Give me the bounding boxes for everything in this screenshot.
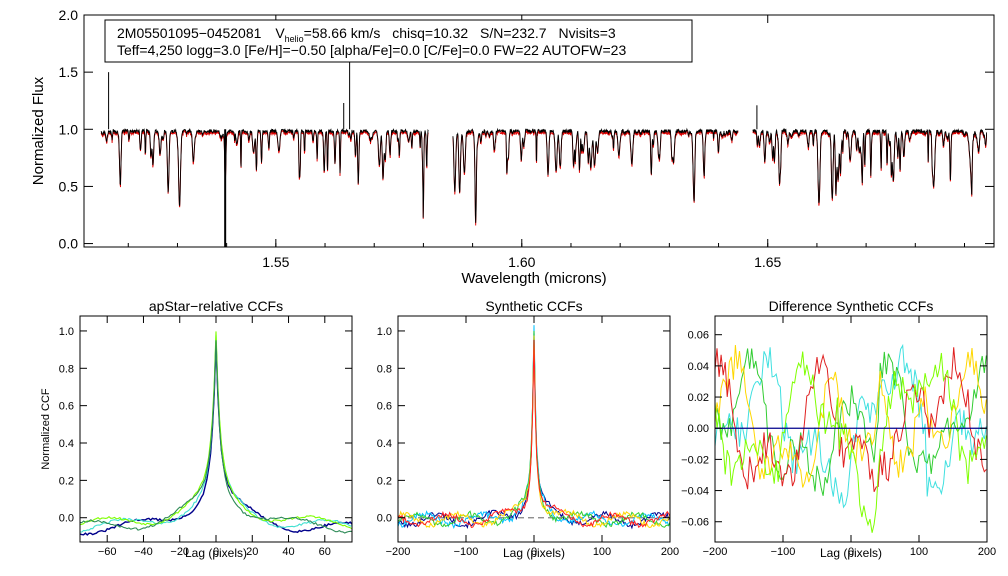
synthetic-ccf-series-5 — [397, 339, 671, 528]
spectrum-model-chip-1 — [100, 129, 429, 219]
synthetic-ccf-title: Synthetic CCFs — [485, 298, 582, 314]
spectrum-y-label: Normalized Flux — [30, 76, 47, 185]
apstar-ccf-series-3 — [79, 331, 353, 530]
y-tick-label: 0.06 — [688, 330, 709, 342]
annotation-star-id: 2M05501095−0452081 — [117, 25, 262, 41]
difference-ccf-series-1 — [714, 343, 987, 509]
spectrum-ticks: 1.55 1.60 1.65 0.0 0.5 1.0 1.5 2.0 — [59, 7, 994, 270]
annotation-line-2: Teff=4,250 logg=3.0 [Fe/H]=−0.50 [alpha/… — [117, 42, 626, 58]
x-tick-label: 200 — [978, 546, 996, 558]
difference-ccf-lines — [714, 343, 987, 533]
spectrum-y-tick-label: 1.0 — [59, 121, 79, 137]
apstar-ccf-series-1 — [79, 342, 353, 536]
apstar-ccf-panel: apStar−relative CCFs −60 −40 −20 0 20 40 60 0.0… — [40, 298, 353, 560]
annotation-sn: S/N=232.7 — [480, 25, 547, 41]
difference-ccf-x-label: Lag (pixels) — [820, 546, 882, 560]
x-tick-label: 100 — [910, 546, 928, 558]
apstar-ccf-x-label: Lag (pixels) — [185, 546, 247, 560]
y-tick-label: 0.0 — [377, 513, 392, 525]
y-tick-label: 0.4 — [377, 438, 392, 450]
x-tick-label: 40 — [282, 546, 294, 558]
y-tick-label: 0.2 — [59, 475, 74, 487]
spectrum-observed-lines — [100, 57, 988, 247]
spectrum-y-tick-label: 1.5 — [59, 64, 79, 80]
annotation-chisq: chisq=10.32 — [392, 25, 468, 41]
y-tick-label: 1.0 — [377, 326, 392, 338]
difference-ccf-title: Difference Synthetic CCFs — [769, 298, 934, 314]
y-tick-label: 0.8 — [59, 363, 74, 375]
annotation-vhelio-sub: helio — [285, 34, 304, 44]
difference-ccf-frame — [714, 315, 988, 543]
x-tick-label: 20 — [246, 546, 258, 558]
spectrum-observed-chip-1 — [100, 127, 429, 218]
spectrum-model-lines — [100, 128, 988, 226]
x-tick-label: 0 — [213, 546, 219, 558]
y-tick-label: 0.6 — [377, 401, 392, 413]
spectrum-y-tick-label: 0.5 — [59, 178, 79, 194]
apstar-ccf-series-2 — [80, 335, 353, 533]
spectrum-observed-chip-3 — [752, 127, 988, 204]
synthetic-ccf-panel: Synthetic CCFs −200 −100 0 100 200 0.0 0.2 0.4 0… — [377, 298, 679, 560]
apstar-ccf-series-4 — [80, 340, 353, 534]
synthetic-ccf-ticks: −200 −100 0 100 200 0.0 0.2 0.4 0.6 0.8 1.0 — [377, 316, 679, 558]
annotation-line-1: 2M05501095−0452081 Vhelio=58.66 km/s chi… — [117, 25, 616, 44]
apstar-ccf-y-label: Normalized CCF — [40, 388, 52, 470]
annotation-nvisits: Nvisits=3 — [558, 25, 615, 41]
x-tick-label: −40 — [134, 546, 153, 558]
x-tick-label: 60 — [319, 546, 331, 558]
spectrum-y-tick-label: 2.0 — [59, 7, 79, 23]
spectrum-axes-frame — [83, 14, 995, 248]
y-tick-label: −0.02 — [681, 454, 709, 466]
x-tick-label: 0 — [531, 546, 537, 558]
x-tick-label: −60 — [98, 546, 117, 558]
difference-ccf-series-2 — [714, 348, 987, 496]
difference-ccf-ticks: −200 −100 0 100 200 −0.06 −0.04 −0.02 0.00 0.02 0.… — [681, 316, 996, 558]
annotation-vhelio-prefix: V — [275, 25, 285, 41]
spectrum-x-tick-label: 1.65 — [754, 254, 781, 270]
y-tick-label: 0.00 — [688, 423, 709, 435]
x-tick-label: 0 — [848, 546, 854, 558]
y-tick-label: 0.04 — [688, 361, 709, 373]
x-tick-label: −200 — [386, 546, 411, 558]
synthetic-ccf-series-4 — [397, 335, 671, 529]
y-tick-label: 0.4 — [59, 438, 74, 450]
x-tick-label: −200 — [703, 546, 728, 558]
spectrum-x-tick-label: 1.60 — [508, 254, 535, 270]
y-tick-label: 0.02 — [688, 392, 709, 404]
y-tick-label: 1.0 — [59, 326, 74, 338]
y-tick-label: 0.0 — [59, 513, 74, 525]
spectrum-observed-chip-2 — [452, 127, 739, 223]
synthetic-ccf-x-label: Lag (pixels) — [503, 546, 565, 560]
spectrum-y-tick-label: 0.0 — [59, 236, 79, 252]
x-tick-label: 100 — [593, 546, 611, 558]
x-tick-label: −20 — [170, 546, 189, 558]
apstar-ccf-title: apStar−relative CCFs — [149, 298, 283, 314]
difference-ccf-series-5 — [714, 351, 987, 533]
x-tick-label: 200 — [661, 546, 679, 558]
y-tick-label: −0.06 — [681, 517, 709, 529]
y-tick-label: 0.6 — [59, 401, 74, 413]
apstar-ccf-ticks: −60 −40 −20 0 20 40 60 0.0 0.2 0.4 0.6 0.8 1.0 — [59, 316, 352, 558]
spectrum-x-tick-label: 1.55 — [262, 254, 289, 270]
x-tick-label: −100 — [454, 546, 479, 558]
y-tick-label: −0.04 — [681, 486, 709, 498]
annotation-box — [104, 19, 693, 63]
y-tick-label: 0.2 — [377, 475, 392, 487]
apstar-ccf-lines — [79, 331, 353, 536]
y-tick-label: 0.8 — [377, 363, 392, 375]
difference-ccf-series-4 — [714, 347, 987, 493]
spectrum-panel: 1.55 1.60 1.65 0.0 0.5 1.0 1.5 2.0 Normalized F… — [30, 7, 995, 287]
difference-ccf-panel: Difference Synthetic CCFs −200 −100 0 100 20… — [681, 298, 996, 560]
annotation-vhelio-value: =58.66 km/s — [304, 25, 381, 41]
x-tick-label: −100 — [771, 546, 796, 558]
synthetic-ccf-lines — [397, 325, 671, 530]
spectrum-x-label: Wavelength (microns) — [461, 270, 606, 287]
spectrum-annotation: 2M05501095−0452081 Vhelio=58.66 km/s chi… — [104, 19, 693, 63]
